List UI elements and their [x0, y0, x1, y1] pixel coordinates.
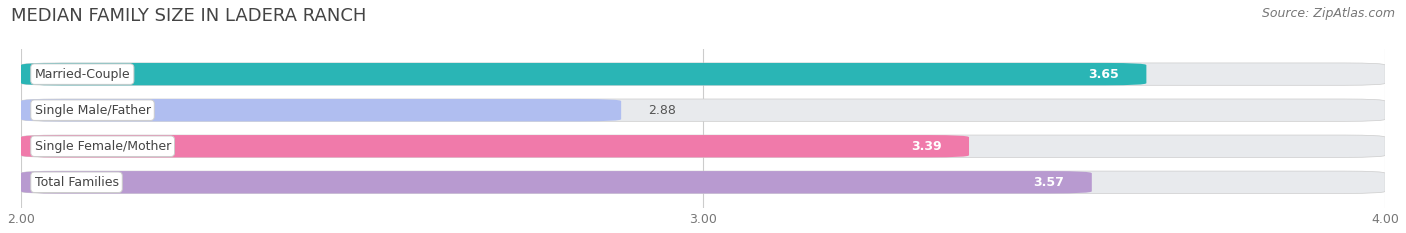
FancyBboxPatch shape [21, 63, 1146, 85]
Text: Total Families: Total Families [35, 176, 118, 189]
FancyBboxPatch shape [21, 171, 1092, 193]
Text: Single Male/Father: Single Male/Father [35, 104, 150, 117]
FancyBboxPatch shape [21, 99, 1385, 121]
FancyBboxPatch shape [21, 135, 1385, 158]
Text: Married-Couple: Married-Couple [35, 68, 131, 81]
Text: Single Female/Mother: Single Female/Mother [35, 140, 170, 153]
FancyBboxPatch shape [21, 171, 1385, 193]
FancyBboxPatch shape [21, 135, 969, 158]
Text: Source: ZipAtlas.com: Source: ZipAtlas.com [1261, 7, 1395, 20]
Text: MEDIAN FAMILY SIZE IN LADERA RANCH: MEDIAN FAMILY SIZE IN LADERA RANCH [11, 7, 367, 25]
FancyBboxPatch shape [21, 63, 1385, 85]
Text: 3.65: 3.65 [1088, 68, 1119, 81]
Text: 3.57: 3.57 [1033, 176, 1064, 189]
Text: 3.39: 3.39 [911, 140, 942, 153]
FancyBboxPatch shape [21, 99, 621, 121]
Text: 2.88: 2.88 [648, 104, 676, 117]
